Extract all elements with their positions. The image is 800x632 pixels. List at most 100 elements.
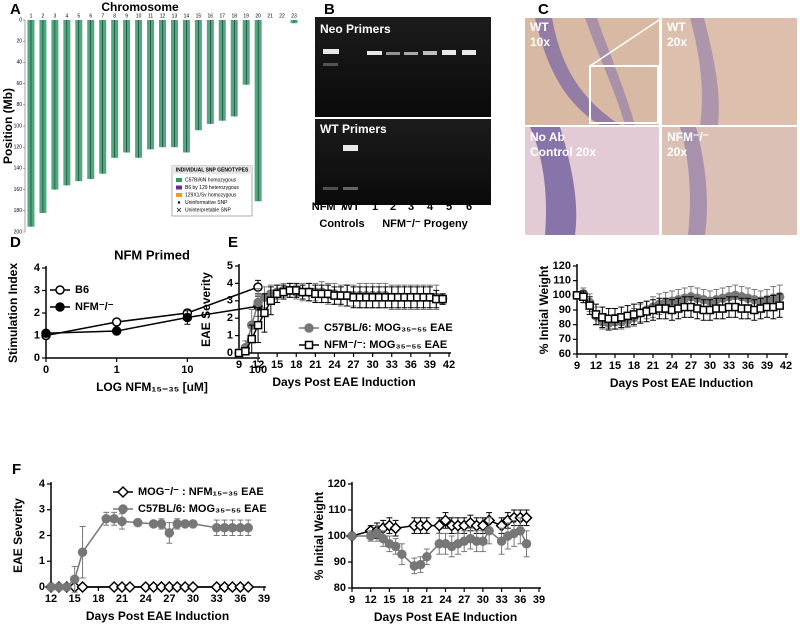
- marker: [241, 347, 250, 356]
- marker: [155, 580, 168, 594]
- legend-swatch: [176, 185, 182, 190]
- x-axis-label: Days Post EAE Induction: [272, 375, 415, 389]
- legend-swatch: [176, 193, 182, 197]
- y-tick-label: 0: [39, 581, 45, 593]
- snp-legend-header: [172, 166, 252, 174]
- x-tick-label: 15: [609, 360, 621, 372]
- y-tick-label: 140: [14, 166, 23, 172]
- chromosome-label: 18: [231, 13, 237, 19]
- lane-label: NFM⁻/⁻: [312, 201, 351, 213]
- marker: [139, 580, 152, 594]
- marker: [420, 519, 433, 532]
- band: [323, 187, 338, 190]
- marker: [438, 294, 447, 304]
- band: [323, 63, 338, 66]
- band: [442, 50, 456, 55]
- marker: [101, 514, 111, 524]
- x-tick-label: 15: [271, 359, 283, 371]
- marker: [76, 580, 89, 594]
- x-tick-label: 18: [92, 593, 104, 605]
- gel-bottom: [315, 119, 491, 205]
- y-tick-label: 120: [14, 145, 23, 151]
- y-tick-label: 3: [34, 284, 40, 296]
- marker: [156, 519, 167, 529]
- lane-group: Controls: [319, 218, 364, 230]
- legend-label: Uninformative SNP: [185, 200, 228, 206]
- y-tick-label: 90: [559, 304, 571, 316]
- y-tick-label: 80: [334, 582, 346, 594]
- x-tick-label: 36: [514, 594, 526, 606]
- marker: [182, 312, 193, 323]
- y-tick-label: 180: [14, 208, 23, 214]
- x-tick-label: 24: [439, 594, 452, 606]
- marker: [218, 580, 231, 594]
- y-tick-label: 1: [34, 329, 40, 341]
- marker: [111, 326, 122, 336]
- marker: [55, 285, 65, 295]
- x-tick-label: 24: [140, 593, 153, 605]
- marker: [515, 526, 526, 536]
- x-tick-label: 15: [69, 593, 81, 605]
- x-tick-label: 10: [181, 364, 193, 376]
- legend-label: MOG⁻/⁻ : NFM₁₅₋₃₅ EAE: [138, 486, 264, 498]
- y-tick-label: 60: [16, 81, 22, 87]
- marker: [775, 301, 784, 310]
- marker: [123, 580, 136, 594]
- x-tick-label: 15: [383, 594, 395, 606]
- x-tick-label: 27: [347, 359, 359, 371]
- marker: [54, 582, 64, 592]
- marker: [133, 517, 143, 528]
- x-tick-label: 33: [723, 360, 735, 372]
- x-tick-label: 9: [574, 360, 580, 372]
- band: [343, 145, 358, 151]
- chromosome-label: 2: [42, 13, 45, 19]
- x-tick-label: 39: [533, 594, 545, 606]
- marker: [77, 547, 88, 557]
- gel: [315, 17, 491, 205]
- cell-layer: [535, 18, 620, 125]
- marker: [347, 531, 357, 541]
- chromosome-label: 13: [172, 13, 178, 19]
- chromosome-label: 3: [54, 13, 57, 19]
- series-line: [45, 286, 259, 337]
- marker: [579, 292, 588, 302]
- y-tick-label: 110: [328, 504, 346, 516]
- marker: [585, 301, 594, 310]
- y-tick-label: 4: [34, 262, 41, 274]
- legend-swatch: [176, 178, 182, 182]
- marker: [186, 580, 200, 594]
- y-tick-label: 0: [19, 17, 22, 23]
- x-tick-label: 21: [647, 360, 659, 372]
- legend-label: C57BL/6: MOG₃₅₋₅₅ EAE: [324, 322, 453, 334]
- chromosome-label: 6: [89, 13, 92, 19]
- marker: [478, 536, 488, 546]
- lane-group: NFM⁻/⁻ Progeny: [382, 218, 468, 230]
- histology-label: No Ab: [530, 130, 565, 144]
- x-tick-label: 30: [367, 359, 379, 371]
- x-tick-label: 0: [43, 364, 49, 376]
- y-axis-label: EAE Severity: [199, 272, 213, 347]
- chromosome-label: 11: [148, 13, 153, 19]
- snp-legend-title: INDIVIDUAL SNP GENOTYPES: [176, 167, 249, 173]
- lane-label: 3: [408, 201, 414, 213]
- x-tick-label: 27: [458, 594, 470, 606]
- chromosome-label: 22: [279, 13, 285, 19]
- lane-label: 6: [466, 201, 472, 213]
- y-tick-label: 1: [39, 555, 45, 567]
- x-tick-label: 18: [290, 359, 302, 371]
- x-axis-label: Days Post EAE Induction: [86, 609, 229, 623]
- y-tick-label: 3: [39, 504, 45, 516]
- x-tick-label: 33: [495, 594, 507, 606]
- chromosome-label: 16: [208, 13, 214, 19]
- gel-label: Neo Primers: [320, 22, 391, 36]
- marker: [171, 580, 184, 594]
- marker: [253, 320, 263, 330]
- band: [343, 187, 358, 190]
- x-axis-label: Days Post EAE Induction: [610, 376, 753, 390]
- x-tick-label: 24: [666, 360, 679, 372]
- x-tick-label: 12: [365, 594, 377, 606]
- chromosome-label: 23: [291, 13, 297, 19]
- chromosome-label: 20: [255, 13, 261, 19]
- legend-swatch: [177, 201, 181, 204]
- marker: [111, 317, 122, 327]
